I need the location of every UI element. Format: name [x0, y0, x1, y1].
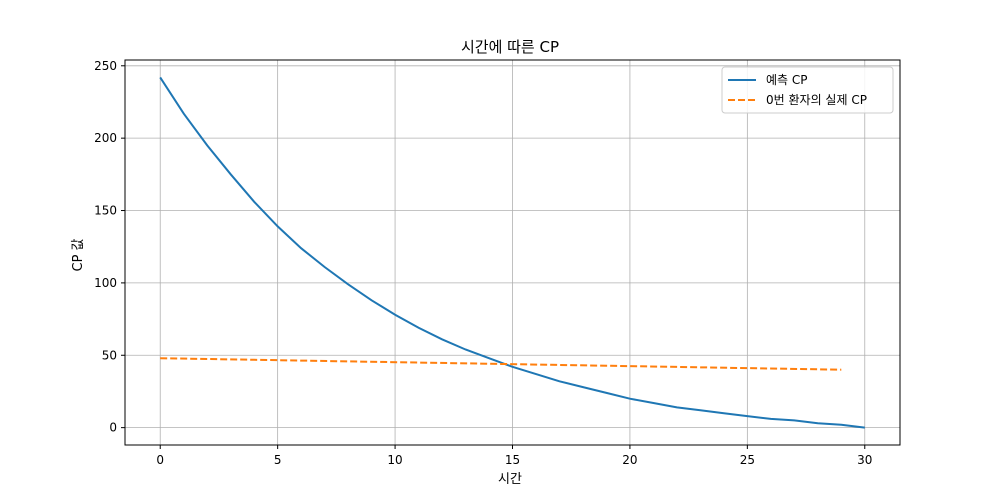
series-line-1: [160, 357, 842, 371]
grid: [125, 60, 900, 445]
x-tick-label: 0: [156, 453, 164, 467]
y-tick-label: 200: [94, 131, 117, 145]
ticks: 0 5 10 15 20 25 30 0 50 100 150 200 250: [94, 59, 872, 467]
y-tick-label: 150: [94, 204, 117, 218]
x-tick-label: 10: [387, 453, 402, 467]
x-tick-label: 15: [505, 453, 520, 467]
y-tick-label: 100: [94, 276, 117, 290]
chart-title: 시간에 따른 CP: [461, 38, 559, 56]
y-tick-label: 0: [109, 421, 117, 435]
y-axis-label: CP 값: [71, 238, 86, 271]
x-tick-label: 20: [622, 453, 637, 467]
legend: 예측 CP 0번 환자의 실제 CP: [721, 66, 894, 114]
x-tick-label: 5: [274, 453, 282, 467]
x-tick-label: 30: [857, 453, 872, 467]
legend-box: [721, 66, 894, 114]
legend-label: 0번 환자의 실제 CP: [766, 93, 867, 107]
series-line-0: [159, 76, 865, 429]
x-tick-label: 25: [740, 453, 755, 467]
x-axis-label: 시간: [498, 472, 522, 487]
series-layer: [159, 76, 865, 429]
y-tick-label: 250: [94, 59, 117, 73]
y-tick-label: 50: [102, 348, 117, 362]
legend-label: 예측 CP: [766, 73, 808, 87]
